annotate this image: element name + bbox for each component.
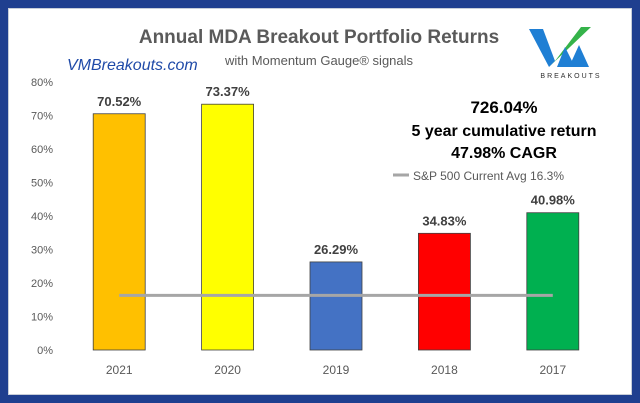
bar-chart: Annual MDA Breakout Portfolio Returns wi… [31,27,601,377]
cagr-label: 47.98% CAGR [451,145,557,162]
site-label: VMBreakouts.com [67,57,198,74]
x-tick-label: 2017 [539,363,566,377]
logo-m-left [557,47,575,67]
x-axis: 2021 2020 2019 2018 2017 [106,363,567,377]
x-tick-label: 2021 [106,363,133,377]
vm-logo: BREAKOUTS [529,27,601,80]
bar-2019 [309,261,363,351]
data-label: 73.37% [206,84,251,99]
x-tick-label: 2018 [431,363,458,377]
chart-title: Annual MDA Breakout Portfolio Returns [139,27,499,48]
bars-group: 70.52% 73.37% 26.29% 34.83% 40.98% [92,84,580,351]
y-tick-label: 10% [31,312,53,324]
data-label: 70.52% [97,94,142,109]
legend-label: S&P 500 Current Avg 16.3% [413,169,564,183]
y-tick-label: 80% [31,77,53,89]
y-tick-label: 20% [31,278,53,290]
y-tick-label: 40% [31,211,53,223]
logo-m-right [569,45,589,67]
x-tick-label: 2020 [214,363,241,377]
data-label: 40.98% [531,193,576,208]
y-tick-label: 60% [31,144,53,156]
logo-v-right-stroke [549,27,591,67]
data-label: 34.83% [422,213,467,228]
chart-subtitle: with Momentum Gauge® signals [224,53,414,68]
bar-2021 [92,113,146,351]
y-tick-label: 0% [37,345,53,357]
logo-v-left-stroke [529,29,555,67]
logo-text: BREAKOUTS [540,73,601,80]
bar-2017 [526,212,580,351]
cumulative-label: 5 year cumulative return [412,123,597,140]
x-tick-label: 2019 [323,363,350,377]
y-tick-label: 50% [31,178,53,190]
y-tick-label: 70% [31,111,53,123]
y-axis: 0% 10% 20% 30% 40% 50% 60% 70% 80% [31,77,53,357]
chart-panel: Annual MDA Breakout Portfolio Returns wi… [8,8,632,395]
y-tick-label: 30% [31,245,53,257]
cumulative-value: 726.04% [470,98,537,117]
bar-2020 [201,103,255,351]
bar-2018 [417,232,471,351]
data-label: 26.29% [314,242,359,257]
